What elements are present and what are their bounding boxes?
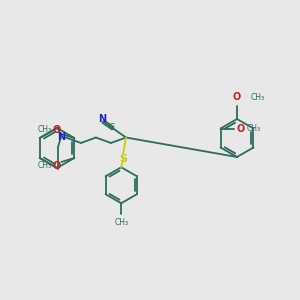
- Text: CH₃: CH₃: [251, 93, 265, 102]
- Text: O: O: [233, 92, 241, 102]
- Text: N: N: [98, 114, 106, 124]
- Text: O: O: [52, 161, 60, 171]
- Text: CH₃: CH₃: [37, 125, 51, 134]
- Text: CH₃: CH₃: [37, 161, 51, 170]
- Text: CH₃: CH₃: [247, 124, 261, 133]
- Text: O: O: [52, 125, 60, 135]
- Text: CH₃: CH₃: [114, 218, 128, 227]
- Text: O: O: [236, 124, 245, 134]
- Text: S: S: [119, 154, 127, 164]
- Text: C: C: [109, 123, 115, 132]
- Text: N: N: [57, 133, 65, 142]
